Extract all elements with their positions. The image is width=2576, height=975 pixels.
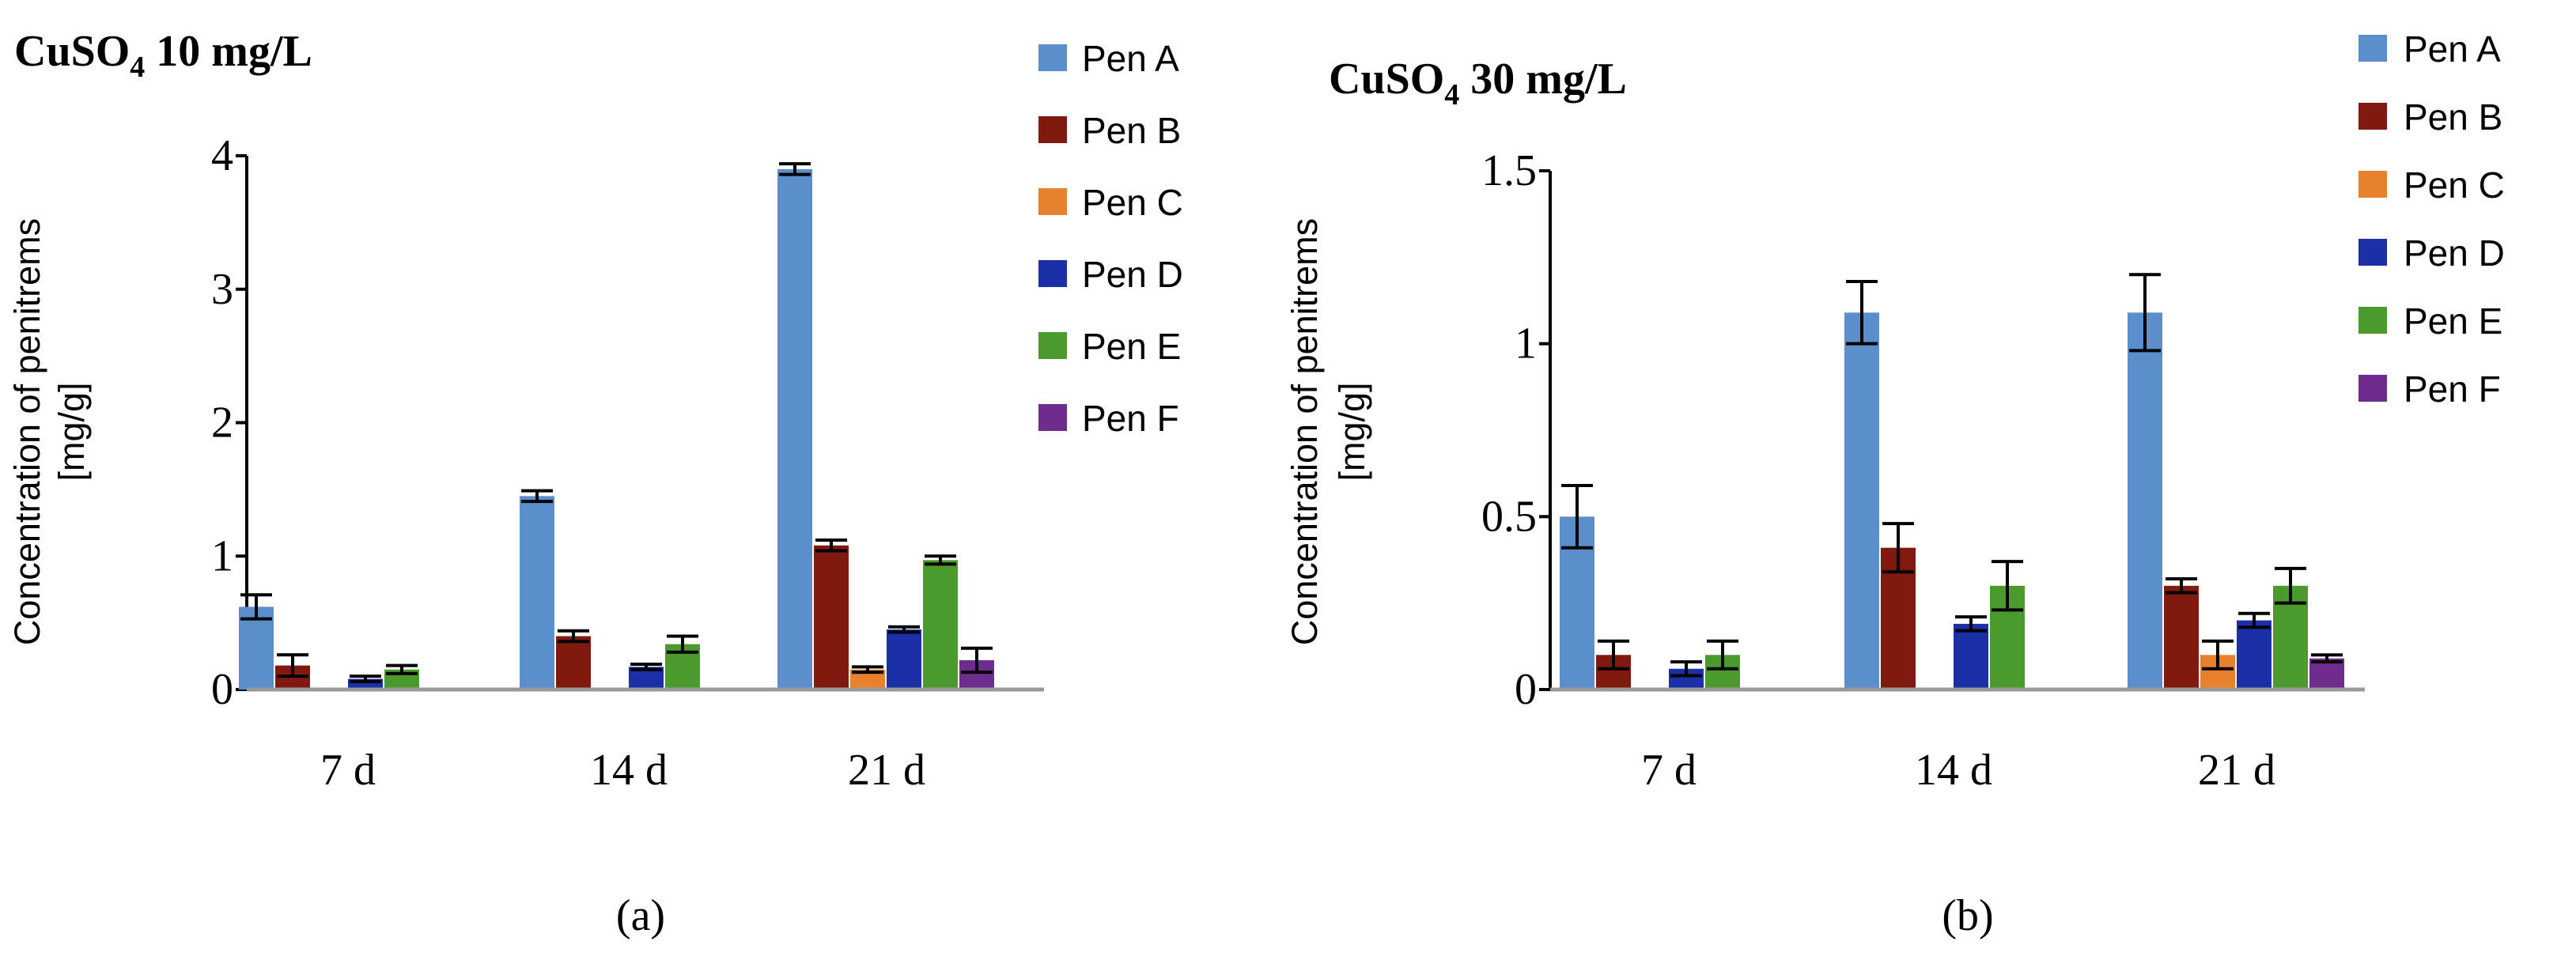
x-category-label: 7 d xyxy=(320,746,376,795)
chart-title-rest: 10 mg/L xyxy=(145,27,312,76)
bar-pen-a-21d xyxy=(777,168,812,690)
y-axis-label-line1: Concentration of penitrems xyxy=(7,218,47,645)
legend-label: Pen D xyxy=(2404,232,2505,274)
legend-swatch xyxy=(2358,239,2387,266)
legend-swatch xyxy=(1038,404,1067,431)
y-tick-label: 4 xyxy=(211,131,233,180)
chart-title: CuSO4 30 mg/L xyxy=(1329,55,1627,111)
y-tick-label: 0 xyxy=(211,665,233,714)
bar-pen-d-21d xyxy=(887,629,921,690)
y-axis-label: Concentration of penitrems [mg/g] xyxy=(1284,218,1372,645)
y-tick-label: 1.5 xyxy=(1481,146,1537,195)
legend-label: Pen C xyxy=(1082,182,1183,223)
chart-title-rest: 30 mg/L xyxy=(1459,55,1627,104)
y-tick-label: 0 xyxy=(1515,665,1537,714)
bar-pen-a-7d xyxy=(239,607,274,690)
y-tick-label: 2 xyxy=(211,399,233,448)
legend-label: Pen C xyxy=(2404,164,2505,206)
bar-pen-d-21d xyxy=(2237,620,2271,690)
bar-pen-b-21d xyxy=(2164,585,2199,690)
legend-label: Pen E xyxy=(1082,326,1181,367)
legend-swatch xyxy=(2358,375,2387,402)
x-category-label: 14 d xyxy=(1915,746,1992,795)
y-axis-label-line2: [mg/g] xyxy=(1332,382,1372,481)
bar-pen-d-14d xyxy=(1954,623,1988,690)
bar-pen-b-21d xyxy=(814,545,849,690)
x-category-label: 21 d xyxy=(848,746,925,795)
legend-swatch xyxy=(1038,260,1067,287)
chart-title-main: CuSO xyxy=(14,27,130,76)
legend-swatch xyxy=(1038,332,1067,359)
legend-swatch xyxy=(2358,171,2387,198)
legend-label: Pen E xyxy=(2404,300,2502,342)
y-axis-label-line1: Concentration of penitrems xyxy=(1284,218,1325,645)
x-category-label: 7 d xyxy=(1641,746,1697,795)
legend-swatch xyxy=(1038,116,1067,143)
chart-panel-a: CuSO4 10 mg/L Concentration of penitrems… xyxy=(7,27,1183,940)
y-tick-label: 3 xyxy=(211,265,233,314)
chart-title-subscript: 4 xyxy=(1444,78,1459,111)
bar-pen-a-14d xyxy=(520,496,554,690)
legend-swatch xyxy=(1038,44,1067,71)
chart-title-subscript: 4 xyxy=(130,51,145,84)
legend-swatch xyxy=(2358,307,2387,334)
chart-panel-b: CuSO4 30 mg/L Concentration of penitrems… xyxy=(1284,28,2505,940)
bar-pen-a-14d xyxy=(1844,312,1879,690)
legend-swatch xyxy=(2358,103,2387,130)
chart-title: CuSO4 10 mg/L xyxy=(14,27,312,84)
y-tick-label: 0.5 xyxy=(1481,492,1537,541)
legend-label: Pen D xyxy=(1082,254,1183,295)
x-category-label: 21 d xyxy=(2198,746,2275,795)
legend-swatch xyxy=(1038,188,1067,215)
bar-pen-a-21d xyxy=(2128,312,2162,690)
legend-label: Pen A xyxy=(2404,28,2501,70)
bar-pen-e-21d xyxy=(923,560,958,690)
y-tick-label: 1 xyxy=(211,531,233,580)
panel-label: (a) xyxy=(616,891,665,940)
bar-pen-b-14d xyxy=(556,636,591,690)
legend-label: Pen F xyxy=(2404,368,2501,410)
y-axis-label: Concentration of penitrems [mg/g] xyxy=(7,218,92,645)
legend-label: Pen A xyxy=(1082,38,1179,79)
bar-pen-f-21d xyxy=(2309,658,2344,690)
legend-label: Pen B xyxy=(1082,110,1181,151)
panel-label: (b) xyxy=(1942,891,1993,940)
x-category-label: 14 d xyxy=(590,746,668,795)
legend-label: Pen F xyxy=(1082,398,1179,439)
legend-swatch xyxy=(2358,35,2387,62)
y-axis-label-line2: [mg/g] xyxy=(51,382,92,481)
chart-title-main: CuSO xyxy=(1329,55,1444,104)
y-tick-label: 1 xyxy=(1515,319,1537,368)
legend-label: Pen B xyxy=(2404,96,2502,138)
